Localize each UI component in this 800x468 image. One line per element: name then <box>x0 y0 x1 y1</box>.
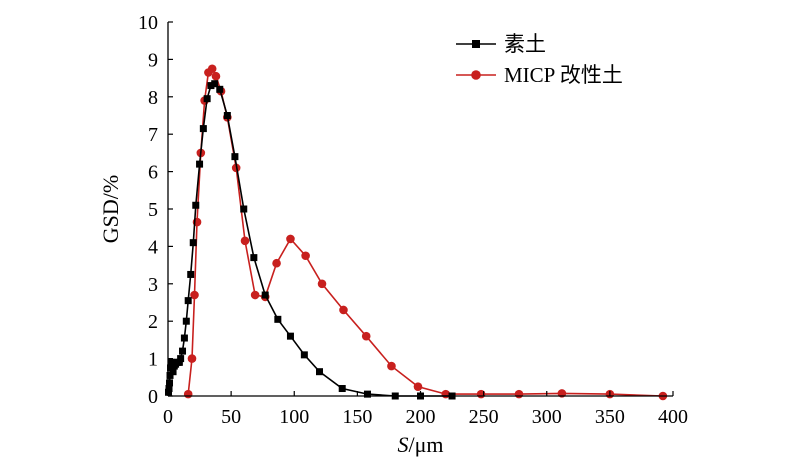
data-point <box>316 368 323 376</box>
data-point <box>179 347 187 355</box>
legend: 素土 MICP 改性土 <box>456 32 623 87</box>
data-point <box>207 64 217 74</box>
y-axis-title: GSD/% <box>98 175 123 243</box>
y-tick-label: 6 <box>148 162 158 184</box>
data-point <box>168 358 176 366</box>
legend-marker <box>472 40 480 48</box>
x-tick-label: 0 <box>163 406 173 428</box>
data-point <box>286 332 294 340</box>
legend-entry: MICP 改性土 <box>456 63 623 87</box>
x-axis-title-symbol: S <box>397 432 408 457</box>
data-point <box>183 389 193 399</box>
data-point <box>361 331 371 341</box>
y-tick-label: 1 <box>148 349 158 371</box>
data-point <box>240 205 248 213</box>
data-point <box>190 290 199 300</box>
data-point <box>175 358 183 366</box>
data-point <box>413 382 423 391</box>
x-tick-label: 250 <box>469 406 499 428</box>
data-point <box>387 361 396 371</box>
data-point <box>261 291 269 299</box>
data-point <box>317 279 327 289</box>
legend-label: 素土 <box>504 32 546 56</box>
y-tick-label: 9 <box>148 49 158 71</box>
series-line <box>187 67 663 397</box>
data-point <box>166 371 174 379</box>
data-point <box>338 385 346 393</box>
data-point <box>272 258 281 268</box>
y-tick-label: 2 <box>148 311 158 333</box>
data-point <box>182 317 190 325</box>
x-tick-label: 350 <box>595 406 625 428</box>
data-point <box>203 95 211 103</box>
y-tick-label: 10 <box>138 12 158 34</box>
x-tick-label: 150 <box>342 406 372 428</box>
series-0 <box>165 80 456 400</box>
x-axis-title-unit: /μm <box>408 432 443 457</box>
y-tick-label: 5 <box>148 199 158 221</box>
data-point <box>250 254 258 262</box>
x-tick-label: 300 <box>532 406 562 428</box>
data-point <box>199 125 207 133</box>
y-tick-label: 8 <box>148 87 158 109</box>
x-tick-label: 200 <box>406 406 436 428</box>
data-point <box>240 236 250 246</box>
series-line <box>167 82 453 397</box>
data-point <box>274 315 282 323</box>
x-axis-title: S/μm <box>397 432 443 457</box>
data-point <box>180 334 188 342</box>
data-point <box>196 160 204 168</box>
data-point <box>250 290 260 300</box>
legend-entry: 素土 <box>456 32 546 56</box>
y-tick-label: 4 <box>148 236 158 258</box>
data-point <box>339 305 348 315</box>
x-tick-label: 400 <box>658 406 688 428</box>
data-point <box>184 297 192 305</box>
data-point <box>514 389 524 399</box>
data-point <box>301 251 310 261</box>
data-point <box>211 80 219 88</box>
data-point <box>165 385 173 393</box>
data-point <box>223 112 231 119</box>
data-point <box>211 71 221 81</box>
data-point <box>207 82 215 90</box>
y-tick-label: 3 <box>148 274 158 296</box>
legend-marker <box>471 70 481 80</box>
data-point <box>216 85 224 93</box>
data-point <box>363 390 371 398</box>
x-tick-label: 50 <box>221 406 241 428</box>
data-point <box>166 379 174 387</box>
data-point <box>187 270 195 278</box>
data-point <box>192 201 200 209</box>
data-point <box>187 354 197 363</box>
y-tick-label: 0 <box>148 386 158 408</box>
data-point <box>169 368 177 376</box>
y-tick-label: 7 <box>148 124 158 146</box>
series-group <box>165 64 668 401</box>
data-point <box>177 355 185 363</box>
x-tick-label: 100 <box>279 406 309 428</box>
legend-label: MICP 改性土 <box>504 63 623 87</box>
data-point <box>300 351 308 359</box>
data-point <box>286 234 295 244</box>
series-1 <box>183 64 668 401</box>
data-point <box>189 239 197 247</box>
data-point <box>231 153 239 161</box>
